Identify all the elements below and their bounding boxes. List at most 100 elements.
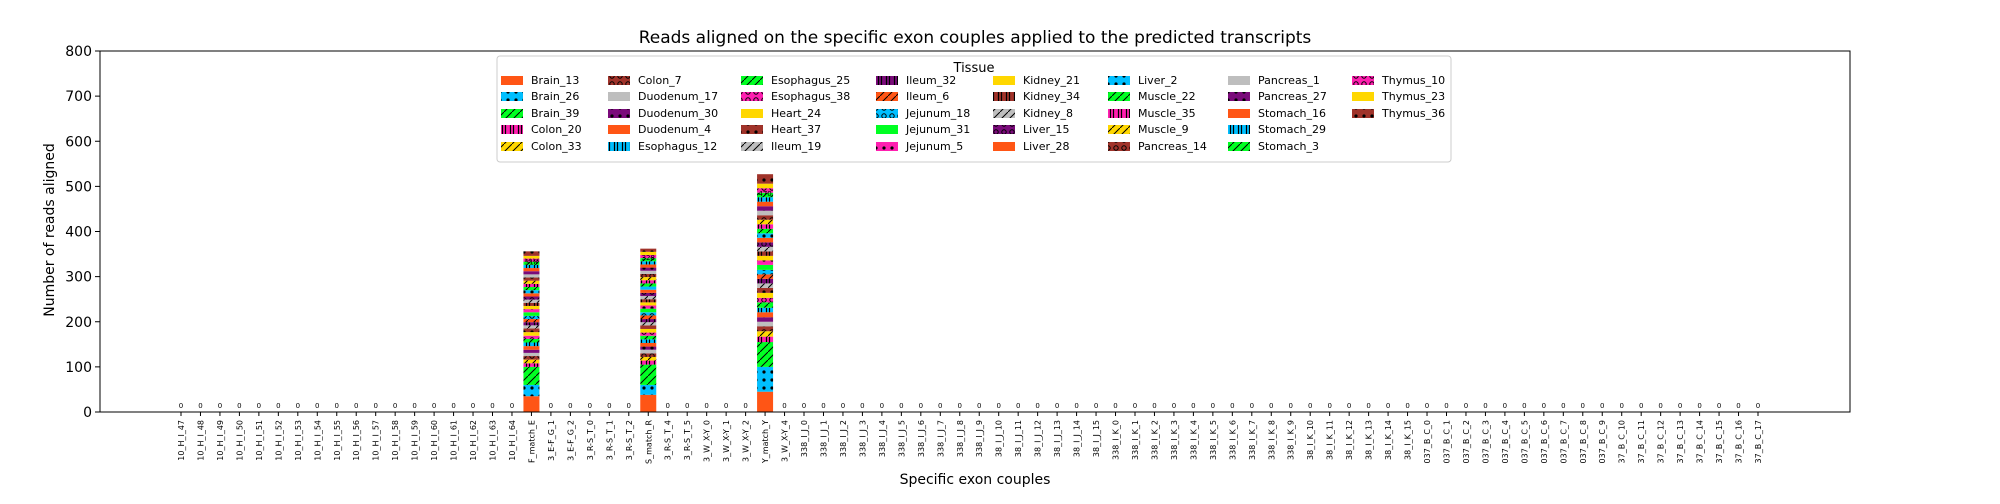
x-tick-label: 3_W_X-Y_1 [722, 420, 731, 462]
y-tick-label: 800 [65, 44, 92, 60]
x-tick-label: 338_I_J_8 [956, 420, 965, 457]
legend-item-ileum-32: Ileum_32 [876, 74, 956, 87]
legend-label: Esophagus_38 [771, 90, 850, 103]
x-tick-label: 338_I_J_3 [858, 420, 867, 457]
bar-total-label: 0 [1211, 402, 1215, 410]
x-tick-label: 338_I_J_6 [917, 420, 926, 457]
x-tick-label: 037_B_C_8 [1579, 420, 1588, 463]
bar-segment-thymus-23-f-match-e [523, 255, 540, 259]
bar-total-label: 0 [1503, 402, 1507, 410]
bar-total-label: 0 [1581, 402, 1585, 410]
legend-label: Colon_7 [638, 74, 682, 87]
bar-segment-colon-7-y-match-y [757, 326, 774, 332]
legend-label: Liver_28 [1023, 140, 1069, 153]
x-tick-label: 10_H_I_53 [294, 420, 303, 461]
bar-segment-thymus-10-y-match-y [757, 188, 774, 193]
x-tick-label: 3_W_X-Y_4 [781, 420, 790, 462]
x-tick-label: 338_I_J_9 [975, 420, 984, 457]
bar-segment-jejunum-5-s-match-r [640, 305, 657, 309]
legend-label: Pancreas_27 [1258, 90, 1327, 103]
bar-total-label: 0 [1483, 402, 1487, 410]
bar-segment-brain-13-f-match-e [523, 396, 540, 412]
legend-item-liver-2: Liver_2 [1108, 74, 1177, 87]
bar-total-label: 0 [1269, 402, 1273, 410]
x-tick-label: 037_B_C_4 [1501, 420, 1510, 463]
legend-label: Heart_24 [771, 107, 821, 120]
legend-label: Duodenum_30 [638, 107, 718, 120]
bar-segment-colon-20-y-match-y [757, 336, 774, 343]
bar-total-label: 0 [1405, 402, 1409, 410]
legend-swatch [993, 142, 1015, 151]
legend-label: Heart_37 [771, 123, 821, 136]
x-tick-label: 38_I_J_13 [1053, 420, 1062, 457]
bar-segment-duodenum-17-f-match-e [523, 352, 540, 357]
bar-segment-pancreas-14-f-match-e [523, 277, 540, 281]
bar-total-label: 0 [899, 402, 903, 410]
bar-total-label: 0 [237, 402, 241, 410]
y-tick-label: 500 [65, 179, 92, 195]
bar-segment-colon-20-s-match-r [640, 360, 657, 365]
bar-segment-stomach-3-s-match-r [640, 258, 657, 262]
x-tick-label: 3_E-F_G_1 [547, 420, 556, 461]
x-tick-label: 38_I_J_14 [1073, 420, 1082, 457]
bar-segment-kidney-21-f-match-e [523, 305, 540, 310]
legend-item-liver-15: Liver_15 [993, 123, 1069, 136]
x-tick-label: 10_H_I_64 [508, 420, 517, 461]
bar-segment-jejunum-31-s-match-r [640, 308, 657, 313]
legend-label: Esophagus_25 [771, 74, 850, 87]
bar-segment-jejunum-18-f-match-e [523, 315, 540, 320]
bar-total-label: 0 [704, 402, 708, 410]
bar-segment-brain-13-y-match-y [757, 391, 774, 412]
legend-swatch [993, 92, 1015, 101]
bar-segment-liver-28-s-match-r [640, 289, 657, 293]
bar-segment-kidney-21-s-match-r [640, 302, 657, 306]
bar-segment-stomach-3-y-match-y [757, 192, 774, 198]
bar-segment-brain-39-f-match-e [523, 366, 540, 385]
bar-segment-brain-26-y-match-y [757, 366, 774, 392]
legend-item-pancreas-1: Pancreas_1 [1228, 74, 1320, 87]
bar-total-label: 0 [1035, 402, 1039, 410]
bar-segment-colon-7-s-match-r [640, 353, 657, 357]
bars-layer: 0 0 0 0 0 0 0 0 0 0 0 0 0 0 0 0 0 0 318 0 0 0 0 0 328 0 0 0 0 0 470 0 0 0… [179, 174, 1760, 412]
x-tick-label: 338_I_J_4 [878, 420, 887, 457]
bar-segment-kidney-8-s-match-r [640, 296, 657, 300]
x-tick-label: Y_match_Y [761, 420, 770, 464]
bar-total-label: 0 [1094, 402, 1098, 410]
bar-segment-duodenum-4-s-match-r [640, 342, 657, 347]
bar-total-label: 0 [958, 402, 962, 410]
x-tick-label: 10_H_I_49 [216, 420, 225, 461]
x-tick-label: 37_B_C_16 [1735, 420, 1744, 463]
legend-item-muscle-9: Muscle_9 [1108, 123, 1189, 136]
legend-title: Tissue [953, 61, 995, 76]
bar-segment-thymus-23-y-match-y [757, 183, 774, 189]
x-tick-label: 338_I_K_0 [1112, 420, 1121, 460]
legend-swatch [741, 109, 763, 118]
legend-swatch [1108, 92, 1130, 101]
bar-segment-ileum-32-s-match-r [640, 319, 657, 323]
x-tick-label: 38_I_J_12 [1034, 420, 1043, 457]
bar-total-label: 0 [919, 402, 923, 410]
bar-segment-stomach-16-y-match-y [757, 201, 774, 207]
x-tick-label: 37_B_C_17 [1754, 420, 1763, 463]
bar-total-label: 318 [525, 259, 538, 267]
bar-segment-muscle-22-f-match-e [523, 287, 540, 291]
x-tick-label: 10_H_I_62 [469, 420, 478, 461]
x-tick-label: 338_I_K_8 [1267, 420, 1276, 460]
bar-segment-colon-33-s-match-r [640, 356, 657, 361]
x-tick-label: 10_H_I_54 [313, 420, 322, 461]
bar-segment-pancreas-1-f-match-e [523, 274, 540, 278]
bar-segment-thymus-10-s-match-r [640, 254, 657, 259]
bar-segment-muscle-35-s-match-r [640, 280, 657, 284]
bar-segment-stomach-16-s-match-r [640, 264, 657, 268]
y-tick-label: 200 [65, 315, 92, 331]
bar-total-label: 0 [802, 402, 806, 410]
bar-total-label: 0 [860, 402, 864, 410]
x-tick-label: 037_B_C_3 [1481, 420, 1490, 463]
x-axis-label: Specific exon couples [900, 472, 1051, 488]
bar-total-label: 0 [257, 402, 261, 410]
legend-item-ileum-6: Ileum_6 [876, 90, 949, 103]
bar-segment-kidney-34-s-match-r [640, 299, 657, 303]
bar-segment-stomach-29-y-match-y [757, 197, 774, 202]
x-tick-label: 037_B_C_0 [1423, 420, 1432, 463]
